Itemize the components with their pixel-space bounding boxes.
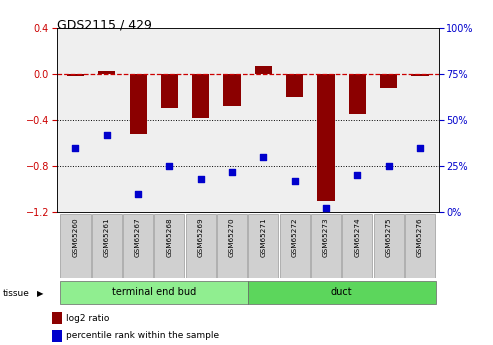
Bar: [411, 74, 428, 76]
Text: GSM65275: GSM65275: [386, 218, 391, 257]
FancyBboxPatch shape: [92, 214, 122, 278]
Text: percentile rank within the sample: percentile rank within the sample: [67, 332, 219, 341]
FancyBboxPatch shape: [61, 214, 91, 278]
FancyBboxPatch shape: [280, 214, 310, 278]
Bar: [223, 74, 241, 106]
Point: [385, 163, 392, 169]
FancyBboxPatch shape: [405, 214, 435, 278]
Bar: [192, 74, 210, 118]
FancyBboxPatch shape: [60, 281, 248, 304]
Bar: [255, 66, 272, 74]
FancyBboxPatch shape: [123, 214, 153, 278]
Text: GSM65270: GSM65270: [229, 218, 235, 257]
Point: [134, 191, 142, 196]
Point: [322, 206, 330, 211]
FancyBboxPatch shape: [342, 214, 372, 278]
Bar: [349, 74, 366, 114]
Point: [103, 132, 111, 137]
Text: GDS2115 / 429: GDS2115 / 429: [57, 19, 151, 32]
Text: log2 ratio: log2 ratio: [67, 314, 110, 323]
Bar: [67, 74, 84, 76]
Text: GSM65260: GSM65260: [72, 218, 78, 257]
Bar: [286, 74, 303, 97]
Text: GSM65276: GSM65276: [417, 218, 423, 257]
Point: [197, 176, 205, 182]
Bar: [52, 312, 62, 324]
FancyBboxPatch shape: [374, 214, 404, 278]
Text: duct: duct: [331, 287, 352, 297]
Point: [71, 145, 79, 150]
Text: GSM65274: GSM65274: [354, 218, 360, 257]
Point: [291, 178, 299, 184]
Text: GSM65271: GSM65271: [260, 218, 266, 257]
Bar: [161, 74, 178, 108]
Text: GSM65273: GSM65273: [323, 218, 329, 257]
Text: terminal end bud: terminal end bud: [111, 287, 196, 297]
Bar: [98, 71, 115, 74]
FancyBboxPatch shape: [311, 214, 341, 278]
Text: GSM65261: GSM65261: [104, 218, 110, 257]
Text: GSM65267: GSM65267: [135, 218, 141, 257]
Point: [228, 169, 236, 174]
FancyBboxPatch shape: [248, 281, 436, 304]
Text: ▶: ▶: [37, 289, 44, 298]
Bar: [130, 74, 147, 134]
Bar: [52, 330, 62, 342]
Text: GSM65269: GSM65269: [198, 218, 204, 257]
Point: [259, 154, 267, 159]
Bar: [380, 74, 397, 88]
Point: [166, 163, 174, 169]
FancyBboxPatch shape: [248, 214, 279, 278]
FancyBboxPatch shape: [154, 214, 184, 278]
Point: [353, 172, 361, 178]
FancyBboxPatch shape: [217, 214, 247, 278]
Point: [416, 145, 424, 150]
FancyBboxPatch shape: [186, 214, 216, 278]
Bar: [317, 74, 335, 201]
Text: GSM65268: GSM65268: [167, 218, 173, 257]
Text: GSM65272: GSM65272: [292, 218, 298, 257]
Text: tissue: tissue: [2, 289, 30, 298]
